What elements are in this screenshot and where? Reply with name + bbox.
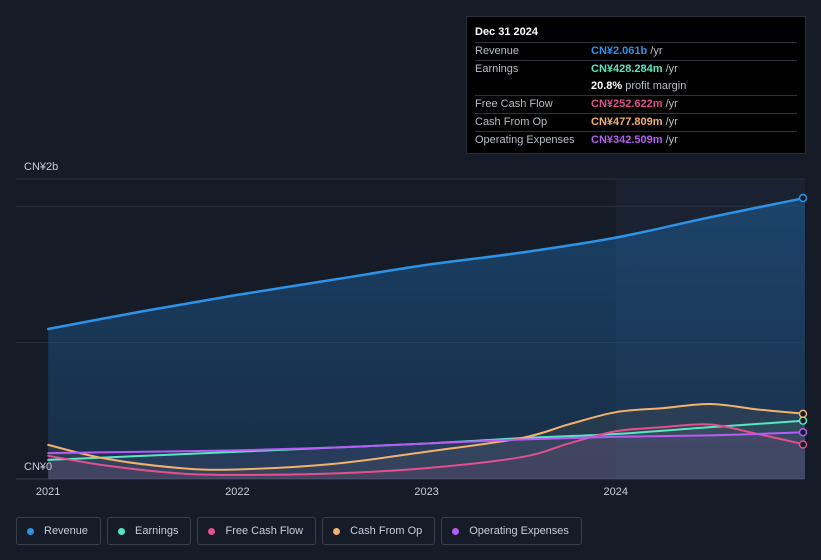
tooltip-label: Operating Expenses	[475, 134, 575, 146]
series-area-cash-from-op	[48, 403, 805, 479]
legend-dot-icon	[27, 527, 34, 535]
tooltip-unit: /yr	[665, 134, 678, 146]
chart: CN¥2b CN¥0 2021 2022 2023 2024	[16, 161, 808, 498]
series-end-marker-cash-from-op	[798, 409, 808, 419]
tooltip-value: CN¥477.809m	[591, 116, 663, 128]
tooltip-unit: /yr	[665, 116, 678, 128]
legend-dot-icon	[452, 527, 460, 535]
y-tick-label-top: CN¥2b	[24, 161, 58, 173]
series-end-marker-operating-expenses	[798, 427, 808, 437]
tooltip-unit: /yr	[665, 63, 678, 75]
legend-item-free-cash-flow[interactable]: Free Cash Flow	[197, 517, 317, 545]
legend-label: Revenue	[44, 525, 89, 537]
tooltip-row-earnings: Earnings CN¥428.284m /yr	[475, 61, 797, 78]
legend: Revenue Earnings Free Cash Flow Cash Fro…	[16, 517, 582, 545]
series-line-free-cash-flow	[47, 423, 806, 476]
series-area-free-cash-flow	[48, 424, 805, 479]
tooltip-date: Dec 31 2024	[475, 25, 797, 43]
legend-label: Cash From Op	[350, 525, 423, 537]
tooltip-label	[475, 78, 591, 95]
x-tick-label: 2021	[36, 486, 60, 498]
tooltip-row-profit-margin: 20.8% profit margin	[475, 78, 797, 96]
tooltip-value: CN¥342.509m	[591, 134, 663, 146]
legend-item-operating-expenses[interactable]: Operating Expenses	[441, 517, 582, 545]
tooltip-row-cash-from-op: Cash From Op CN¥477.809m /yr	[475, 114, 797, 132]
y-tick-label-bottom: CN¥0	[24, 461, 52, 473]
series-area-revenue	[48, 197, 805, 480]
series-end-marker-free-cash-flow	[798, 440, 808, 449]
tooltip: Dec 31 2024 Revenue CN¥2.061b /yr Earnin…	[466, 16, 806, 154]
series-line-cash-from-op	[47, 402, 806, 471]
tooltip-row-revenue: Revenue CN¥2.061b /yr	[475, 43, 797, 61]
x-tick-label: 2024	[604, 486, 628, 498]
tooltip-unit: /yr	[665, 98, 678, 110]
tooltip-label: Free Cash Flow	[475, 98, 553, 110]
legend-item-revenue[interactable]: Revenue	[16, 517, 102, 545]
tooltip-label: Revenue	[475, 45, 520, 57]
tooltip-unit: /yr	[650, 45, 663, 57]
series-line-revenue	[46, 196, 807, 331]
tooltip-value: 20.8%	[591, 80, 623, 92]
series-line-operating-expenses	[47, 431, 806, 455]
x-tick-label: 2023	[414, 486, 438, 498]
x-tick-label: 2022	[225, 486, 249, 498]
legend-label: Free Cash Flow	[225, 525, 304, 537]
series-area-earnings	[48, 420, 805, 479]
series-end-marker-revenue	[798, 193, 808, 203]
series-end-marker-earnings	[798, 416, 808, 425]
legend-dot-icon	[118, 527, 126, 535]
tooltip-label: Earnings	[475, 63, 519, 75]
series-area-operating-expenses	[48, 432, 805, 479]
legend-item-cash-from-op[interactable]: Cash From Op	[322, 517, 436, 545]
tooltip-label: Cash From Op	[475, 116, 548, 128]
tooltip-value: CN¥2.061b	[591, 45, 648, 57]
legend-label: Earnings	[135, 525, 179, 537]
legend-label: Operating Expenses	[469, 525, 569, 537]
tooltip-value: CN¥252.622m	[591, 98, 663, 110]
tooltip-row-free-cash-flow: Free Cash Flow CN¥252.622m /yr	[475, 96, 797, 114]
legend-dot-icon	[333, 527, 341, 535]
tooltip-unit: profit margin	[625, 80, 687, 92]
tooltip-value: CN¥428.284m	[591, 63, 663, 75]
legend-item-earnings[interactable]: Earnings	[107, 517, 192, 545]
legend-dot-icon	[208, 527, 216, 535]
tooltip-row-operating-expenses: Operating Expenses CN¥342.509m /yr	[475, 132, 797, 149]
